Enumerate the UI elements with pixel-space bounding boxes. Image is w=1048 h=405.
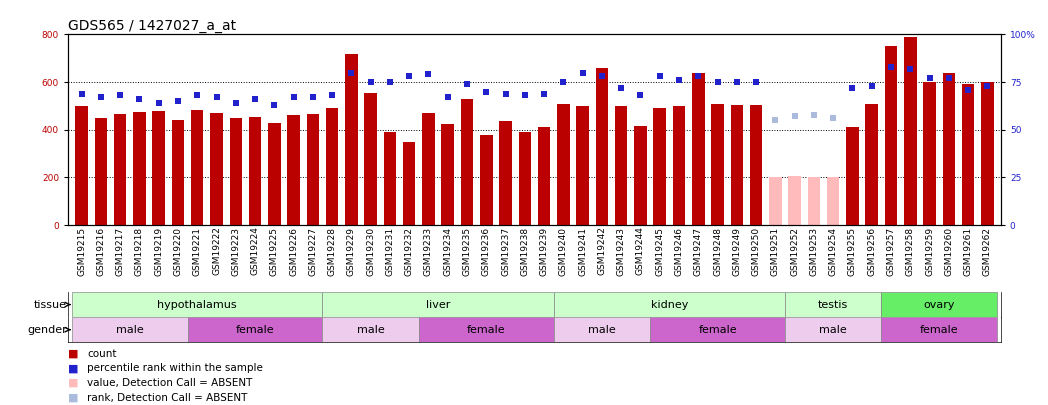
Bar [881, 292, 997, 317]
Bar [788, 176, 801, 225]
Text: gender: gender [27, 325, 67, 335]
Bar [962, 85, 975, 225]
Bar [248, 117, 261, 225]
Bar [419, 317, 553, 342]
Text: percentile rank within the sample: percentile rank within the sample [87, 363, 263, 373]
Bar [785, 317, 881, 342]
Bar [866, 104, 878, 225]
Bar [152, 111, 165, 225]
Text: female: female [467, 325, 505, 335]
Bar [191, 109, 203, 225]
Bar [323, 317, 419, 342]
Bar [576, 106, 589, 225]
Text: male: male [588, 325, 616, 335]
Bar [595, 68, 608, 225]
Text: female: female [236, 325, 275, 335]
Bar [75, 106, 88, 225]
Bar [188, 317, 323, 342]
Bar [538, 128, 550, 225]
Bar [904, 37, 917, 225]
Bar [307, 114, 320, 225]
Bar [172, 120, 184, 225]
Text: GDS565 / 1427027_a_at: GDS565 / 1427027_a_at [68, 19, 236, 33]
Bar [499, 122, 511, 225]
Text: liver: liver [425, 300, 451, 309]
Bar [942, 72, 955, 225]
Text: male: male [820, 325, 847, 335]
Bar [211, 113, 223, 225]
Bar [558, 104, 570, 225]
Bar [749, 105, 762, 225]
Bar [654, 109, 667, 225]
Text: male: male [356, 325, 385, 335]
Bar [553, 292, 785, 317]
Text: count: count [87, 349, 116, 358]
Bar [345, 53, 357, 225]
Text: female: female [698, 325, 737, 335]
Bar [634, 126, 647, 225]
Bar [730, 105, 743, 225]
Text: value, Detection Call = ABSENT: value, Detection Call = ABSENT [87, 378, 253, 388]
Text: rank, Detection Call = ABSENT: rank, Detection Call = ABSENT [87, 393, 247, 403]
Bar [133, 112, 146, 225]
Bar [519, 132, 531, 225]
Bar [553, 317, 650, 342]
Bar [441, 124, 454, 225]
Bar [461, 99, 474, 225]
Bar [650, 317, 785, 342]
Bar [230, 118, 242, 225]
Bar [402, 142, 415, 225]
Bar [692, 72, 704, 225]
Bar [846, 128, 858, 225]
Bar [827, 177, 839, 225]
Bar [72, 292, 323, 317]
Bar [673, 106, 685, 225]
Text: kidney: kidney [651, 300, 689, 309]
Bar [881, 317, 997, 342]
Text: female: female [920, 325, 959, 335]
Bar [365, 93, 377, 225]
Bar [94, 118, 107, 225]
Text: ■: ■ [68, 349, 79, 358]
Bar [615, 106, 628, 225]
Text: ■: ■ [68, 378, 79, 388]
Bar [785, 292, 881, 317]
Bar [808, 177, 821, 225]
Bar [287, 115, 300, 225]
Bar [480, 134, 493, 225]
Bar [326, 109, 339, 225]
Bar [114, 114, 127, 225]
Text: ovary: ovary [923, 300, 955, 309]
Bar [72, 317, 188, 342]
Text: ■: ■ [68, 363, 79, 373]
Text: tissue: tissue [35, 300, 67, 309]
Text: ■: ■ [68, 393, 79, 403]
Bar [712, 104, 724, 225]
Bar [923, 82, 936, 225]
Text: hypothalamus: hypothalamus [157, 300, 237, 309]
Bar [323, 292, 553, 317]
Bar [981, 82, 994, 225]
Bar [422, 113, 435, 225]
Text: testis: testis [818, 300, 848, 309]
Bar [885, 46, 897, 225]
Bar [769, 177, 782, 225]
Bar [384, 132, 396, 225]
Bar [268, 123, 281, 225]
Text: male: male [116, 325, 144, 335]
